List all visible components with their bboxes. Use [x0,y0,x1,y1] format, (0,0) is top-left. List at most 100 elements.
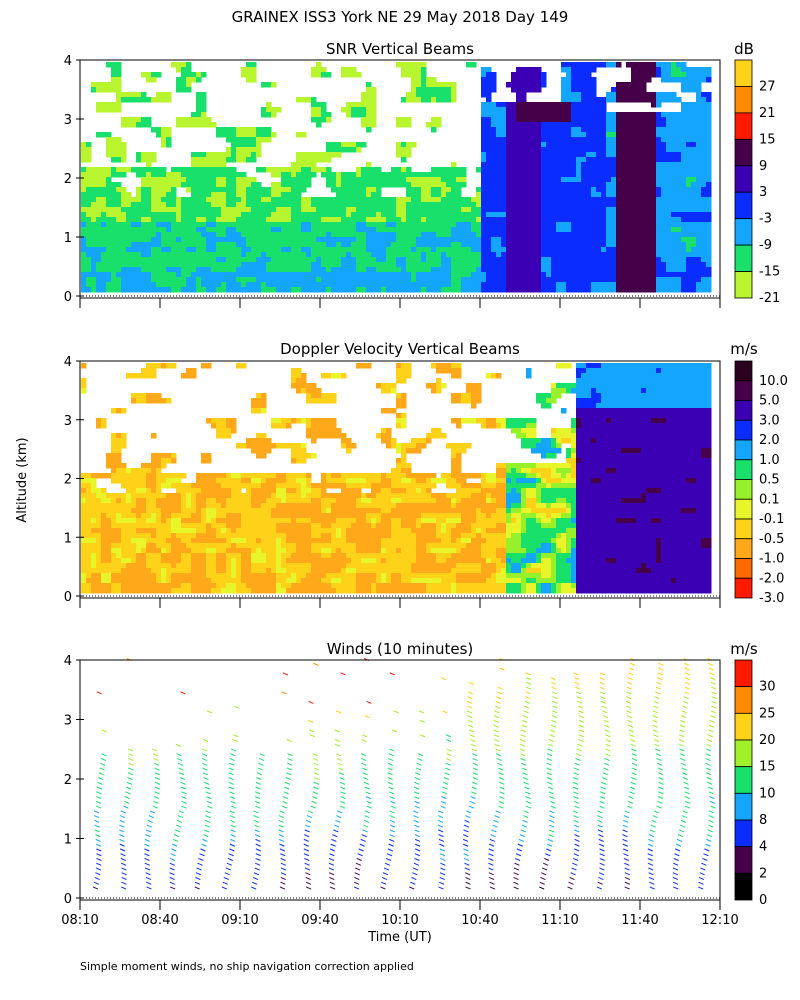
heatmap-cell [666,137,672,143]
heatmap-cell [646,92,652,98]
heatmap-cell [531,202,537,208]
heatmap-cell [131,473,137,479]
heatmap-cell [511,182,517,188]
heatmap-cell [446,247,452,253]
heatmap-cell [196,122,202,128]
heatmap-cell [111,62,117,68]
heatmap-cell [506,212,512,218]
heatmap-cell [481,132,487,138]
heatmap-cell [396,177,402,183]
heatmap-cell [666,267,672,273]
heatmap-cell [186,513,192,519]
heatmap-cell [476,207,482,213]
heatmap-cell [261,137,267,143]
heatmap-cell [326,272,332,278]
heatmap-cell [121,147,127,153]
heatmap-cell [296,177,302,183]
heatmap-cell [616,62,622,68]
heatmap-cell [591,187,597,193]
heatmap-cell [281,167,287,173]
heatmap-cell [366,272,372,278]
heatmap-cell [481,147,487,153]
heatmap-cell [116,508,122,514]
heatmap-cell [701,92,707,98]
heatmap-cell [191,267,197,273]
heatmap-cell [81,207,87,213]
heatmap-cell [236,197,242,203]
heatmap-cell [96,242,102,248]
heatmap-cell [616,222,622,228]
heatmap-cell [706,287,712,293]
heatmap-cell [566,257,572,263]
heatmap-cell [196,252,202,258]
heatmap-cell [176,82,182,88]
heatmap-cell [81,237,87,243]
heatmap-cell [651,122,657,128]
heatmap-cell [131,563,137,569]
heatmap-cell [666,77,672,83]
heatmap-cell [206,172,212,178]
heatmap-cell [661,182,667,188]
heatmap-cell [321,212,327,218]
heatmap-cell [456,252,462,258]
heatmap-cell [116,97,122,103]
heatmap-cell [116,538,122,544]
heatmap-cell [236,247,242,253]
heatmap-cell [401,227,407,233]
heatmap-cell [261,197,267,203]
heatmap-cell [546,177,552,183]
heatmap-cell [86,563,92,569]
heatmap-cell [331,242,337,248]
heatmap-cell [331,182,337,188]
heatmap-cell [651,257,657,263]
heatmap-cell [631,227,637,233]
heatmap-cell [251,142,257,148]
heatmap-cell [616,177,622,183]
heatmap-cell [531,197,537,203]
heatmap-cell [601,202,607,208]
heatmap-cell [196,92,202,98]
heatmap-cell [556,157,562,163]
heatmap-cell [591,107,597,113]
heatmap-cell [156,393,162,399]
heatmap-cell [636,62,642,68]
heatmap-cell [116,157,122,163]
heatmap-cell [221,262,227,268]
heatmap-cell [426,287,432,293]
heatmap-cell [641,97,647,103]
heatmap-cell [186,573,192,579]
heatmap-cell [161,137,167,143]
heatmap-cell [281,202,287,208]
heatmap-cell [401,117,407,123]
heatmap-cell [126,523,132,529]
heatmap-cell [611,212,617,218]
heatmap-cell [396,197,402,203]
heatmap-cell [646,67,652,73]
heatmap-cell [546,242,552,248]
heatmap-cell [171,202,177,208]
heatmap-cell [706,117,712,123]
heatmap-cell [596,132,602,138]
heatmap-cell [531,217,537,223]
heatmap-cell [121,92,127,98]
heatmap-cell [661,167,667,173]
heatmap-cell [666,192,672,198]
heatmap-cell [396,62,402,68]
heatmap-cell [271,132,277,138]
heatmap-cell [426,257,432,263]
heatmap-cell [551,117,557,123]
heatmap-cell [421,267,427,273]
heatmap-cell [226,177,232,183]
heatmap-cell [451,97,457,103]
heatmap-cell [581,212,587,218]
heatmap-cell [646,227,652,233]
heatmap-cell [441,167,447,173]
heatmap-cell [436,272,442,278]
heatmap-cell [656,222,662,228]
heatmap-cell [551,262,557,268]
heatmap-cell [136,488,142,494]
heatmap-cell [316,277,322,283]
heatmap-cell [516,207,522,213]
heatmap-cell [106,272,112,278]
heatmap-cell [186,247,192,253]
